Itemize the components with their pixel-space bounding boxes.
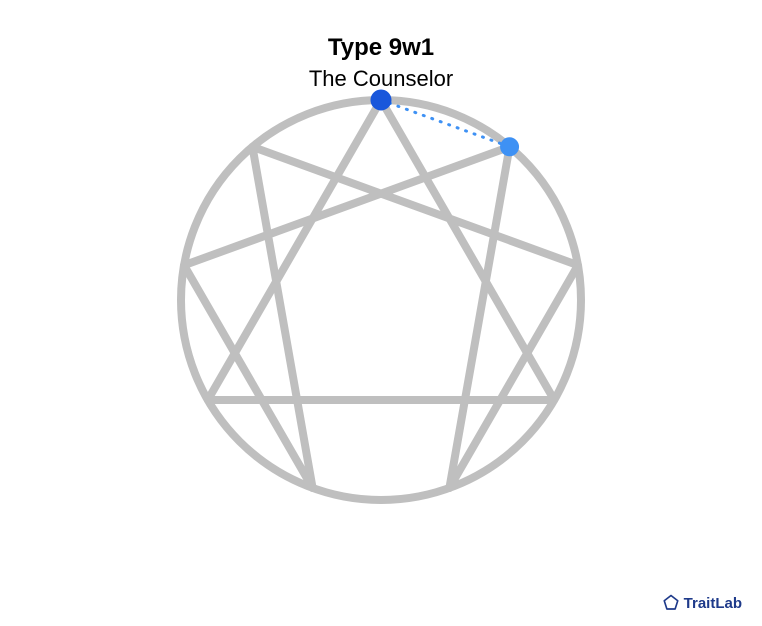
enneagram-circle <box>181 100 581 500</box>
figure-container: Type 9w1 The Counselor TraitLab <box>0 0 762 626</box>
brand-badge: TraitLab <box>662 594 742 612</box>
enneagram-diagram <box>0 0 762 626</box>
primary-marker <box>371 90 391 110</box>
brand-text: TraitLab <box>684 595 742 612</box>
brand-icon-path <box>664 596 678 610</box>
brand-icon <box>662 594 680 612</box>
enneagram-hexagon <box>184 147 578 488</box>
wing-marker <box>501 138 519 156</box>
